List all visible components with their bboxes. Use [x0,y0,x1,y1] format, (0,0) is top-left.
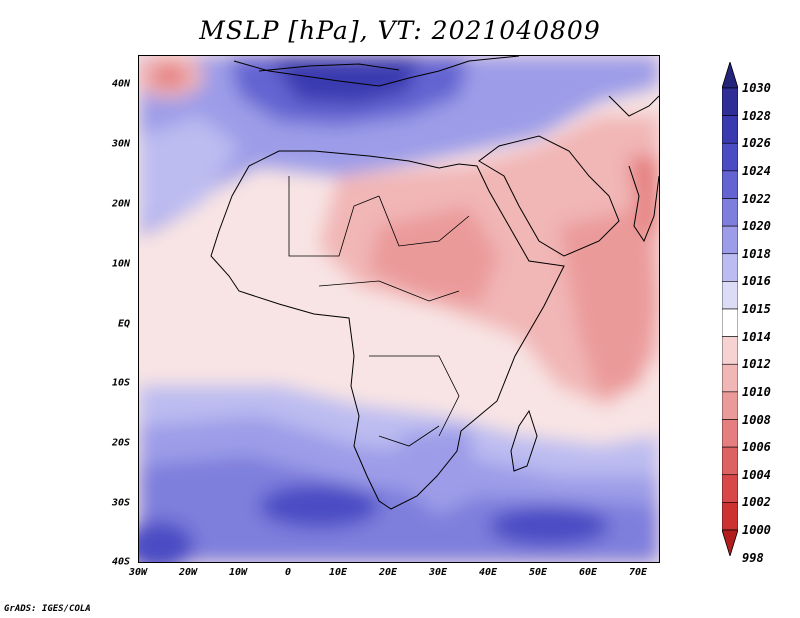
colorbar-swatch [722,115,738,144]
lon-label: 20E [378,567,398,578]
colorbar-swatch [722,474,738,503]
colorbar-label: 1015 [742,302,771,316]
colorbar-label: 1026 [742,136,771,151]
lon-label: 70E [628,567,648,578]
lon-label: 30E [428,567,448,578]
colorbar-label: 1008 [742,412,771,427]
colorbar-swatch [722,170,738,199]
coastlines [210,56,659,510]
lat-label: 10N [111,258,130,270]
lon-label: 30W [128,567,148,578]
colorbar-label: 1020 [742,219,771,234]
colorbar-label: 1016 [742,274,771,289]
colorbar-label: 998 [742,550,764,565]
lon-label: 40E [478,567,498,578]
lon-label: 10W [228,567,248,578]
colorbar-swatch [722,308,738,337]
colorbar-swatch [722,419,738,448]
colorbar-top-arrow [722,62,738,89]
map-panel [138,55,660,563]
colorbar-swatch [722,336,738,365]
lat-label: EQ [117,318,130,330]
lat-label: 30N [111,138,130,150]
colorbar-label: 1012 [742,357,771,372]
pressure-map [139,56,659,562]
colorbar-label: 1022 [742,191,771,206]
lat-label: 10S [111,377,130,389]
lon-label: 0 [284,567,292,578]
footer-credit: GrADS: IGES/COLA [4,604,91,614]
colorbar-label: 1028 [742,108,771,123]
lon-label: 10E [328,567,348,578]
colorbar-label: 1004 [742,467,771,482]
colorbar-label: 1000 [742,523,771,537]
colorbar-label: 1014 [742,329,771,344]
colorbar-label: 1010 [742,384,771,399]
lat-label: 20S [111,437,130,449]
colorbar-swatch [722,253,738,282]
colorbar-label: 1018 [742,246,771,261]
colorbar-label: 1002 [742,495,771,510]
colorbar [722,62,738,556]
lon-label: 50E [528,567,548,578]
colorbar-swatch [722,363,738,393]
lat-label: 30S [111,497,130,509]
colorbar-swatch [722,281,738,310]
colorbar-swatch [722,391,738,420]
colorbar-swatch [722,198,738,227]
colorbar-label: 1024 [742,163,771,178]
colorbar-swatch [722,446,738,476]
colorbar-label: 1006 [742,440,771,455]
lat-label: 20N [111,198,130,210]
colorbar-label: 1030 [742,81,771,95]
colorbar-swatch [722,502,738,531]
lat-label: 40S [111,556,130,568]
lat-label: 40N [111,78,130,90]
lon-label: 60E [578,567,598,578]
colorbar-swatch [722,87,738,116]
colorbar-bottom-arrow [722,529,738,556]
chart-title: MSLP [hPa], VT: 2021040809 [199,16,601,45]
colorbar-swatch [722,225,738,255]
colorbar-swatch [722,142,738,172]
lon-label: 20W [178,567,198,578]
